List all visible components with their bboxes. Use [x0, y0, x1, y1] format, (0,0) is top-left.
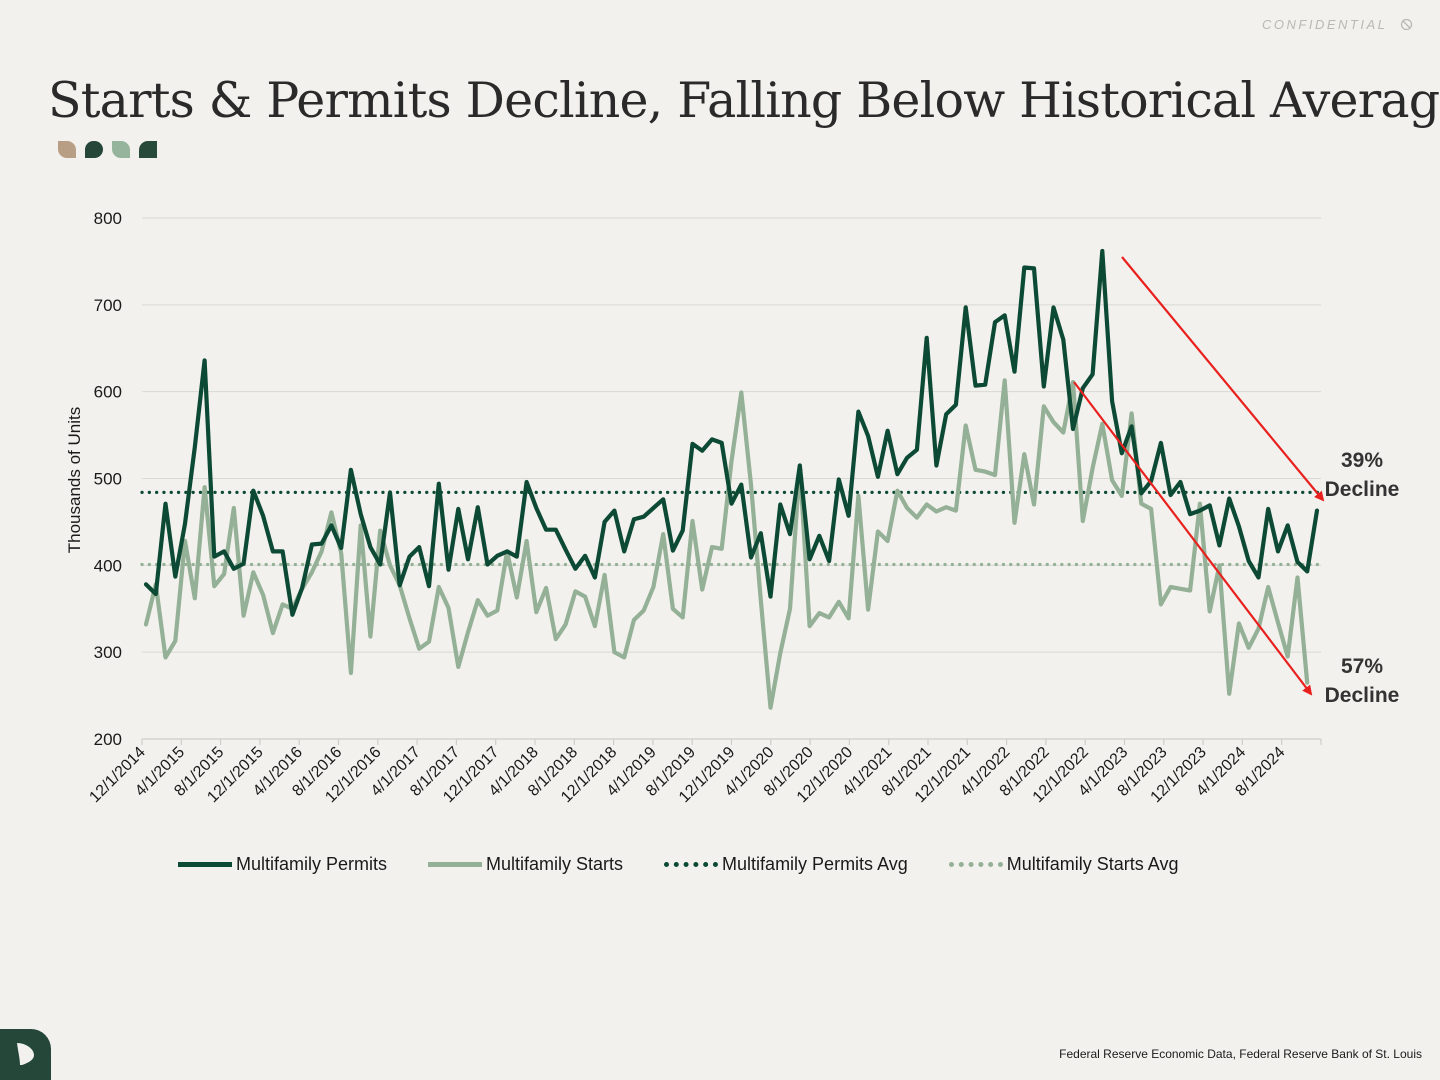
decline-percent-label: 39% — [1341, 449, 1383, 472]
decline-arrow — [1121, 256, 1325, 502]
legend-item-permits: Multifamily Permits — [178, 854, 387, 875]
y-axis-label: Thousands of Units — [65, 407, 84, 553]
y-tick-label: 500 — [94, 470, 122, 489]
y-tick-label: 700 — [94, 296, 122, 315]
average-lines — [140, 490, 1323, 567]
legend-swatch-starts — [428, 862, 483, 867]
legend-swatch-permits — [178, 862, 232, 867]
leaf-icon-dark — [85, 141, 103, 158]
legend-swatch-permits-avg — [664, 862, 719, 867]
decline-word-label: Decline — [1325, 684, 1400, 707]
y-tick-label: 300 — [94, 643, 122, 662]
y-tick-label: 200 — [94, 730, 122, 749]
decline-arrow — [1073, 381, 1313, 696]
legend-item-permits-avg: Multifamily Permits Avg — [664, 854, 908, 875]
legend-label-starts: Multifamily Starts — [486, 854, 624, 874]
legend-item-starts-avg: Multifamily Starts Avg — [948, 854, 1179, 875]
leaf-decoration — [58, 141, 157, 159]
x-tick-label: 12/1/2014 — [86, 744, 148, 806]
leaf-logo-icon — [17, 1043, 34, 1065]
legend-label-permits-avg: Multifamily Permits Avg — [722, 854, 908, 874]
decline-percent-label: 57% — [1341, 655, 1383, 678]
leaf-icon-forest — [139, 141, 157, 158]
y-tick-label: 400 — [94, 556, 122, 575]
confidential-label: CONFIDENTIAL — [1262, 17, 1388, 32]
y-tick-label: 800 — [94, 209, 122, 228]
brand-badge — [0, 1029, 51, 1080]
legend-swatch-starts-avg — [948, 862, 1003, 867]
legend: Multifamily Permits Multifamily Starts M… — [178, 854, 1220, 875]
legend-label-starts-avg: Multifamily Starts Avg — [1006, 854, 1179, 874]
annotations: 39% Decline 57% Decline — [1073, 256, 1400, 707]
page-title: Starts & Permits Decline, Falling Below … — [48, 72, 1440, 129]
decline-word-label: Decline — [1325, 478, 1400, 501]
permits-series-line — [143, 248, 1320, 617]
line-chart: 20030040050060070080012/1/20144/1/20158/… — [65, 209, 1400, 806]
source-citation: Federal Reserve Economic Data, Federal R… — [1059, 1047, 1422, 1061]
y-tick-label: 600 — [94, 383, 122, 402]
legend-label-permits: Multifamily Permits — [236, 854, 388, 874]
leaf-icon-sage — [112, 141, 130, 158]
legend-item-starts: Multifamily Starts — [428, 854, 623, 875]
axes: 20030040050060070080012/1/20144/1/20158/… — [86, 209, 1322, 806]
leaf-icon-tan — [58, 141, 76, 158]
series-lines — [143, 248, 1320, 710]
no-entry-icon — [1400, 18, 1413, 31]
